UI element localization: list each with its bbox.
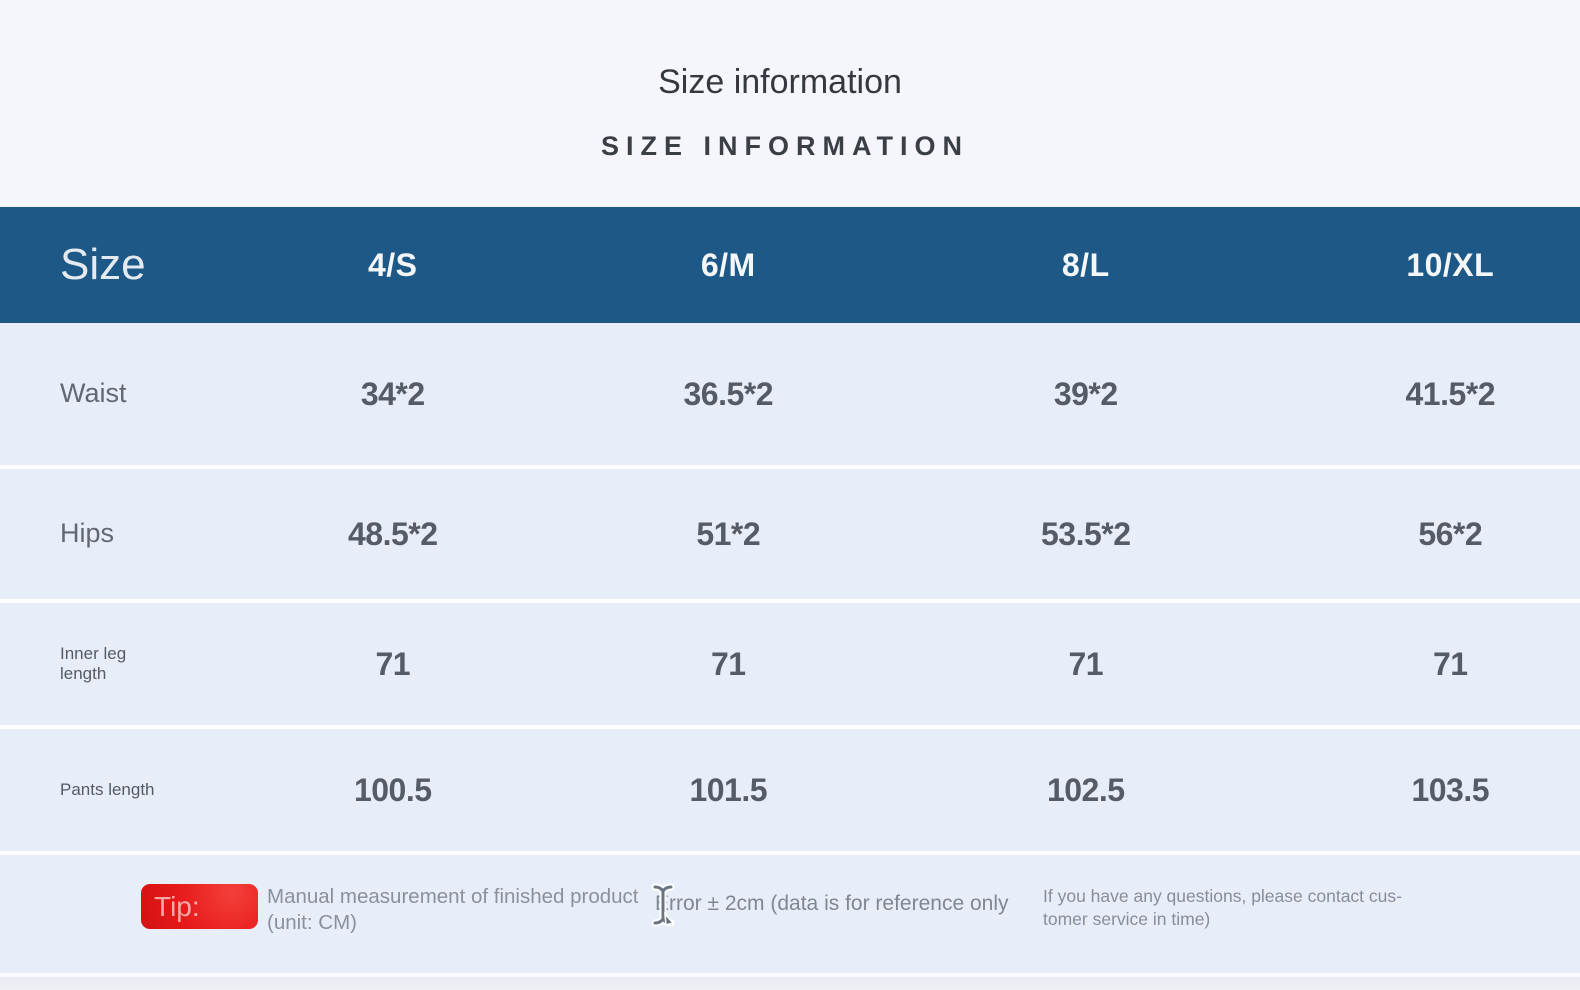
tip-row: Tip: Manual measurement of finished prod… bbox=[0, 855, 1580, 973]
column-header: 8/L bbox=[1061, 246, 1110, 283]
measurement-note: Manual measurement of finished product (… bbox=[267, 884, 638, 936]
text-cursor-icon bbox=[651, 883, 675, 927]
column-header: 6/M bbox=[700, 246, 756, 283]
table-cell: 71 bbox=[375, 645, 411, 682]
tip-badge: Tip: bbox=[141, 884, 258, 929]
table-cell: 41.5*2 bbox=[1405, 375, 1496, 412]
table-cell: 36.5*2 bbox=[683, 375, 774, 412]
row-label: Hips bbox=[60, 518, 115, 549]
tip-badge-label: Tip: bbox=[154, 891, 200, 922]
measurement-note-line2: (unit: CM) bbox=[267, 911, 357, 935]
table-cell: 102.5 bbox=[1046, 771, 1125, 808]
table-cell: 34*2 bbox=[360, 375, 425, 412]
page-title: Size information bbox=[658, 63, 902, 101]
column-header: 4/S bbox=[367, 246, 418, 283]
row-label: Pants length bbox=[60, 780, 155, 800]
row-label: Waist bbox=[60, 378, 127, 409]
measurement-note-line1: Manual measurement of finished product bbox=[267, 885, 639, 908]
table-row: Hips 48.5*2 51*2 53.5*2 56*2 bbox=[0, 469, 1580, 603]
table-cell: 56*2 bbox=[1418, 515, 1483, 552]
table-cell: 101.5 bbox=[689, 771, 768, 808]
table-cell: 71 bbox=[710, 645, 746, 682]
column-header: 10/XL bbox=[1406, 246, 1495, 283]
size-header-label: Size bbox=[60, 240, 146, 289]
table-row: Inner leg length 71 71 71 71 bbox=[0, 603, 1580, 729]
row-label: Inner leg length bbox=[60, 644, 127, 683]
bottom-strip bbox=[0, 977, 1580, 990]
page-subtitle: SIZE INFORMATION bbox=[601, 131, 969, 161]
size-table: Size 4/S 6/M 8/L 10/XL Waist 34*2 36.5*2… bbox=[0, 207, 1580, 973]
table-cell: 103.5 bbox=[1411, 771, 1490, 808]
table-cell: 71 bbox=[1068, 645, 1104, 682]
table-row: Waist 34*2 36.5*2 39*2 41.5*2 bbox=[0, 323, 1580, 469]
table-header-row: Size 4/S 6/M 8/L 10/XL bbox=[0, 207, 1580, 323]
table-cell: 51*2 bbox=[696, 515, 761, 552]
contact-note-line1: If you have any questions, please contac… bbox=[1043, 886, 1402, 906]
contact-note: If you have any questions, please contac… bbox=[1043, 885, 1402, 931]
table-cell: 39*2 bbox=[1053, 375, 1118, 412]
contact-note-line2: tomer service in time) bbox=[1043, 909, 1211, 930]
table-cell: 100.5 bbox=[353, 771, 432, 808]
table-row: Pants length 100.5 101.5 102.5 103.5 bbox=[0, 729, 1580, 855]
bottom-separator bbox=[0, 973, 1580, 977]
table-cell: 71 bbox=[1432, 645, 1468, 682]
table-cell: 48.5*2 bbox=[347, 515, 438, 552]
error-note: Error ± 2cm (data is for reference only bbox=[655, 892, 1009, 915]
table-cell: 53.5*2 bbox=[1040, 515, 1131, 552]
